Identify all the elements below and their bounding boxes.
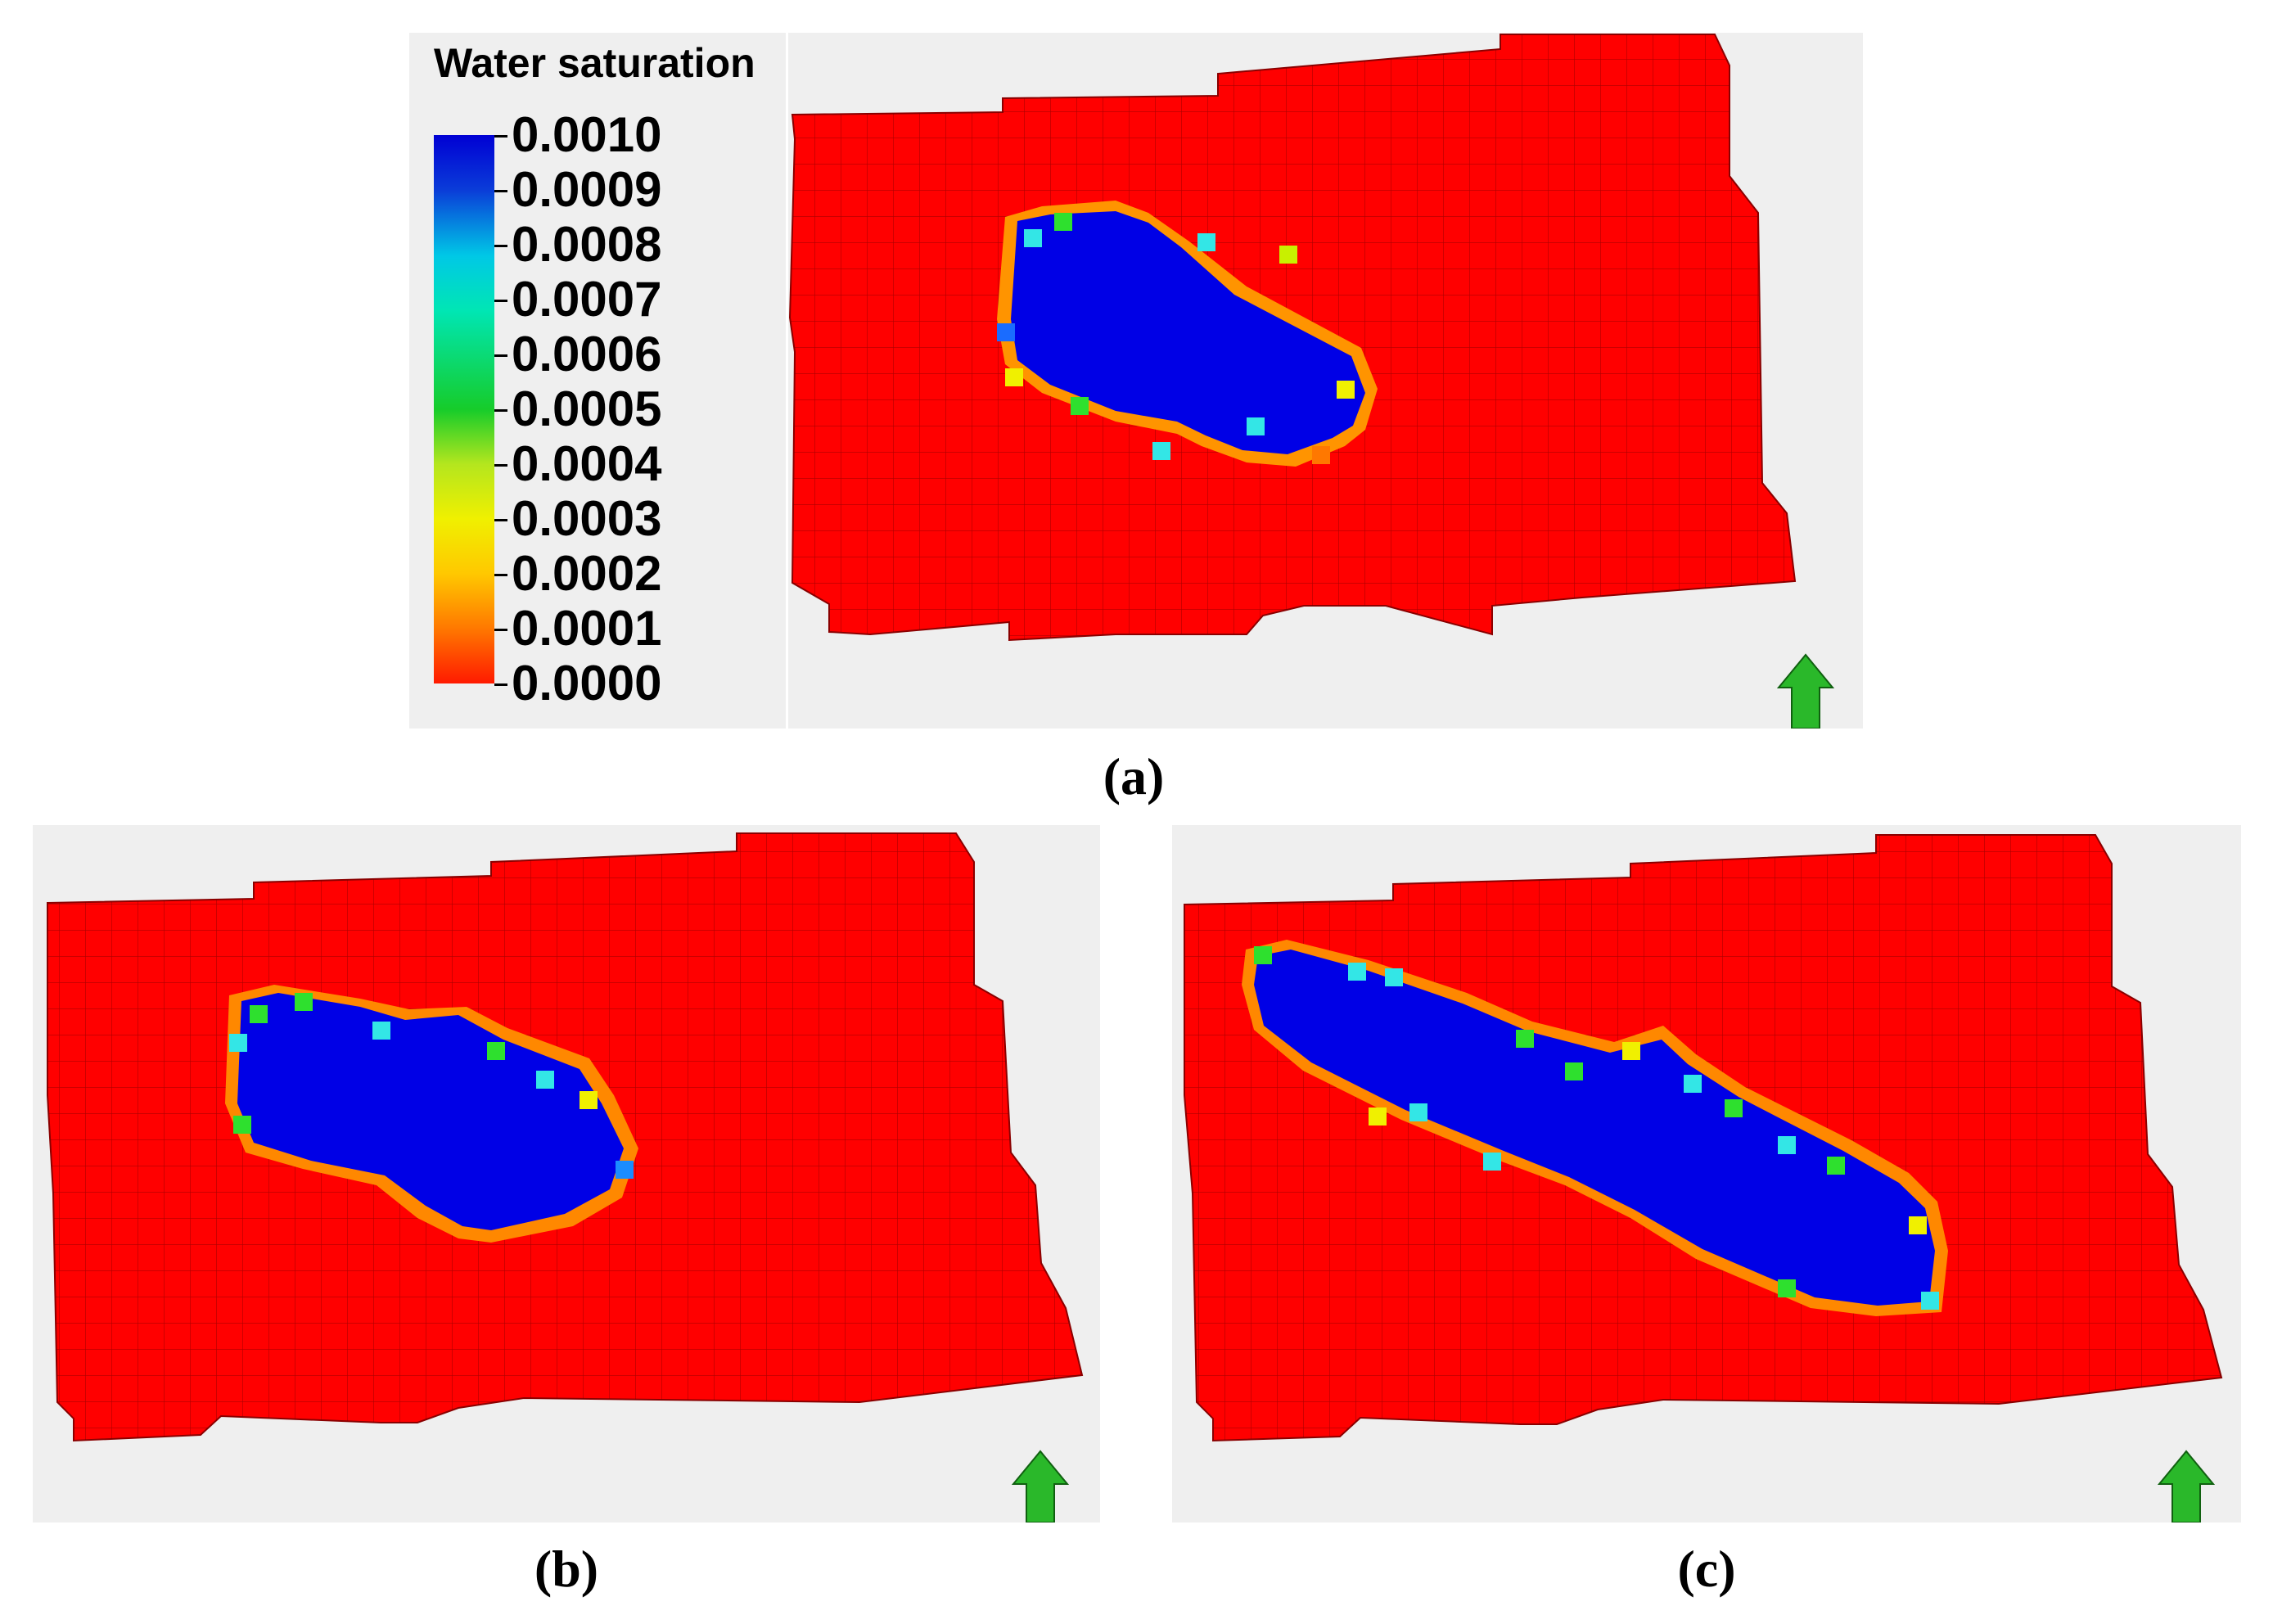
- legend-tick-label: 0.0004: [512, 436, 662, 491]
- panel-a-plot: [788, 34, 1835, 729]
- water-plume: [1242, 940, 1948, 1316]
- colorbar-legend: Water saturation 0.0010 0.0009 0.0008 0.…: [409, 33, 786, 729]
- legend-tick-mark: [494, 519, 507, 521]
- panel-b-map: [33, 825, 1100, 1522]
- water-plume: [997, 201, 1378, 467]
- panel-b-plot: [47, 832, 1084, 1522]
- water-plume: [225, 985, 638, 1243]
- legend-tick-label: 0.0003: [512, 491, 662, 546]
- legend-tick-mark: [494, 464, 507, 467]
- caption-a: (a): [1103, 747, 1165, 805]
- legend-tick-label: 0.0001: [512, 601, 662, 656]
- legend-tick-label: 0.0009: [512, 162, 662, 217]
- panel-a-map: [788, 33, 1863, 729]
- legend-tick-mark: [494, 683, 507, 686]
- legend-tick-mark: [494, 409, 507, 412]
- legend-tick-label: 0.0005: [512, 381, 662, 436]
- panel-c-plot: [1184, 834, 2223, 1522]
- legend-tick-label: 0.0000: [512, 656, 662, 710]
- legend-tick-label: 0.0007: [512, 272, 662, 327]
- legend-tick-label: 0.0008: [512, 217, 662, 272]
- north-arrow-icon: [2157, 1450, 2216, 1522]
- north-arrow-icon: [1776, 653, 1835, 729]
- colorbar: [434, 135, 494, 683]
- legend-tick-mark: [494, 300, 507, 302]
- legend-tick-mark: [494, 354, 507, 357]
- legend-tick-label: 0.0010: [512, 107, 662, 162]
- caption-c: (c): [1677, 1540, 1736, 1598]
- legend-title: Water saturation: [434, 40, 755, 86]
- legend-tick-mark: [494, 574, 507, 576]
- north-arrow-icon: [1011, 1450, 1070, 1522]
- legend-tick-mark: [494, 190, 507, 192]
- legend-tick-mark: [494, 135, 507, 138]
- legend-tick-label: 0.0002: [512, 546, 662, 601]
- legend-tick-mark: [494, 245, 507, 247]
- legend-tick-label: 0.0006: [512, 327, 662, 381]
- legend-tick-mark: [494, 629, 507, 631]
- caption-b: (b): [534, 1540, 599, 1598]
- panel-c-map: [1172, 825, 2241, 1522]
